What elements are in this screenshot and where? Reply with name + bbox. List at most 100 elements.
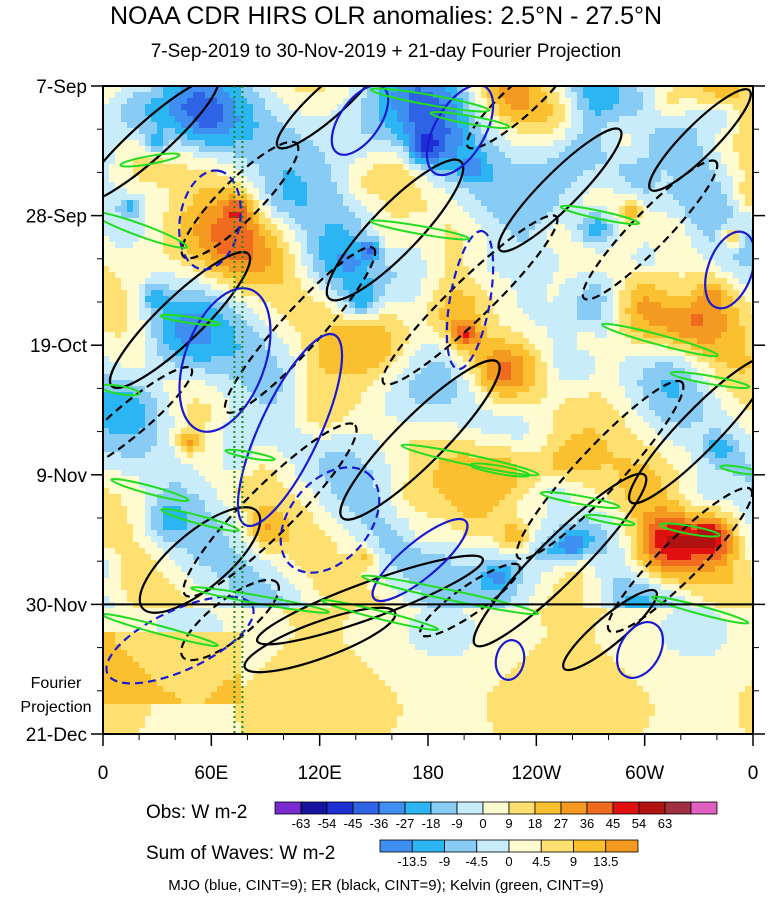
field-cell <box>181 188 188 195</box>
field-cell <box>721 314 728 321</box>
field-cell <box>691 326 698 333</box>
field-cell <box>475 170 482 177</box>
field-cell <box>595 266 602 273</box>
field-cell <box>211 338 218 345</box>
field-cell <box>121 182 128 189</box>
field-cell <box>247 206 254 213</box>
field-cell <box>271 146 278 153</box>
field-cell <box>121 152 128 159</box>
field-cell <box>295 122 302 129</box>
field-cell <box>331 194 338 201</box>
field-cell <box>403 176 410 183</box>
field-cell <box>685 218 692 225</box>
field-cell <box>151 320 158 327</box>
field-cell <box>127 254 134 261</box>
field-cell <box>499 296 506 303</box>
field-cell <box>715 98 722 105</box>
field-cell <box>199 146 206 153</box>
field-cell <box>673 242 680 249</box>
field-cell <box>145 200 152 207</box>
field-cell <box>187 116 194 123</box>
field-cell <box>217 116 224 123</box>
field-cell <box>403 320 410 327</box>
field-cell <box>595 302 602 309</box>
field-cell <box>439 146 446 153</box>
field-cell <box>343 146 350 153</box>
field-cell <box>253 284 260 291</box>
field-cell <box>601 158 608 165</box>
field-cell <box>559 356 566 363</box>
field-cell <box>493 278 500 285</box>
field-cell <box>433 254 440 261</box>
field-cell <box>745 266 752 273</box>
field-cell <box>493 356 500 363</box>
field-cell <box>433 344 440 351</box>
field-cell <box>625 224 632 231</box>
field-cell <box>403 200 410 207</box>
field-cell <box>133 194 140 201</box>
field-cell <box>535 146 542 153</box>
field-cell <box>733 176 740 183</box>
field-cell <box>547 206 554 213</box>
field-cell <box>559 290 566 297</box>
field-cell <box>577 320 584 327</box>
field-cell <box>391 254 398 261</box>
field-cell <box>469 230 476 237</box>
field-cell <box>451 296 458 303</box>
field-cell <box>445 326 452 333</box>
field-cell <box>415 296 422 303</box>
field-cell <box>493 176 500 183</box>
field-cell <box>601 224 608 231</box>
field-cell <box>271 164 278 171</box>
field-cell <box>709 230 716 237</box>
field-cell <box>511 284 518 291</box>
field-cell <box>727 218 734 225</box>
field-cell <box>583 302 590 309</box>
field-cell <box>169 182 176 189</box>
field-cell <box>739 218 746 225</box>
field-cell <box>655 272 662 279</box>
field-cell <box>529 146 536 153</box>
field-cell <box>679 266 686 273</box>
field-cell <box>361 350 368 357</box>
field-cell <box>343 308 350 315</box>
field-cell <box>199 260 206 267</box>
field-cell <box>751 224 753 231</box>
field-cell <box>397 218 404 225</box>
field-cell <box>313 158 320 165</box>
field-cell <box>745 236 752 243</box>
field-cell <box>151 326 158 333</box>
field-cell <box>415 338 422 345</box>
field-cell <box>601 194 608 201</box>
field-cell <box>433 350 440 357</box>
field-cell <box>409 218 416 225</box>
field-cell <box>403 146 410 153</box>
field-cell <box>115 338 122 345</box>
field-cell <box>475 164 482 171</box>
field-cell <box>631 266 638 273</box>
field-cell <box>553 128 560 135</box>
field-cell <box>751 176 753 183</box>
field-cell <box>211 134 218 141</box>
field-cell <box>505 134 512 141</box>
field-cell <box>505 290 512 297</box>
field-cell <box>313 116 320 123</box>
field-cell <box>121 206 128 213</box>
field-cell <box>259 338 266 345</box>
field-cell <box>115 146 122 153</box>
field-cell <box>391 320 398 327</box>
field-cell <box>577 110 584 117</box>
field-cell <box>325 290 332 297</box>
field-cell <box>259 266 266 273</box>
field-cell <box>337 182 344 189</box>
field-cell <box>601 110 608 117</box>
field-cell <box>709 86 716 93</box>
field-cell <box>595 230 602 237</box>
field-cell <box>715 332 722 339</box>
field-cell <box>613 134 620 141</box>
field-cell <box>601 170 608 177</box>
field-cell <box>235 356 242 363</box>
field-cell <box>577 128 584 135</box>
field-cell <box>685 116 692 123</box>
field-cell <box>193 128 200 135</box>
